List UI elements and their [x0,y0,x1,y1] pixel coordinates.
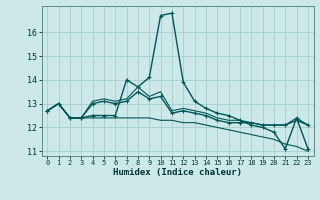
X-axis label: Humidex (Indice chaleur): Humidex (Indice chaleur) [113,168,242,177]
